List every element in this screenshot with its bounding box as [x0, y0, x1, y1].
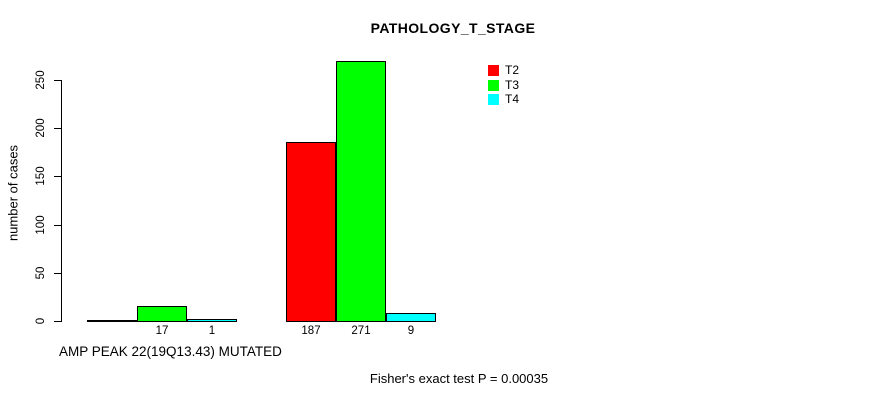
bar-t2-group1: [87, 320, 137, 322]
y-axis-tick: [54, 273, 61, 274]
bar-t2-group2: [286, 142, 336, 322]
legend-item-t4: T4: [488, 92, 520, 107]
legend-label: T4: [505, 92, 520, 107]
legend-label: T3: [505, 77, 520, 92]
y-axis-tick: [54, 176, 61, 177]
y-axis-tick-label: 0: [35, 317, 47, 325]
bar-t3-group2: [336, 61, 386, 322]
y-axis-tick: [54, 128, 61, 129]
y-axis-tick-label: 100: [35, 215, 47, 235]
y-axis-tick: [54, 321, 61, 322]
legend-item-t3: T3: [488, 77, 520, 92]
y-axis-tick-label: 200: [35, 118, 47, 138]
x-axis-group-label: AMP PEAK 22(19Q13.43) MUTATED: [59, 344, 282, 359]
y-axis-tick-label: 150: [35, 166, 47, 186]
y-axis-tick-label: 250: [35, 70, 47, 90]
legend-swatch-t4: [488, 94, 499, 106]
chart-title: PATHOLOGY_T_STAGE: [370, 20, 536, 36]
legend-label: T2: [505, 63, 520, 77]
y-axis-tick: [54, 80, 61, 81]
bar-t3-group1: [137, 306, 187, 322]
y-axis-label: number of cases: [5, 144, 21, 242]
bar-t4-group1: [187, 319, 237, 322]
legend-swatch-t3: [488, 79, 499, 91]
bar-value-label: 271: [351, 325, 371, 337]
bar-value-label: 17: [155, 325, 169, 337]
legend-item-t2: T2: [488, 63, 520, 77]
fisher-test-caption: Fisher's exact test P = 0.00035: [369, 371, 549, 386]
bar-value-label: 1: [208, 325, 216, 337]
y-axis-tick: [54, 225, 61, 226]
bar-value-label: 187: [301, 325, 321, 337]
legend-swatch-t2: [488, 65, 499, 76]
bar-t4-group2: [386, 313, 436, 322]
y-axis-tick-label: 50: [35, 266, 47, 280]
bar-value-label: 9: [407, 325, 415, 337]
y-axis-line: [61, 80, 62, 322]
